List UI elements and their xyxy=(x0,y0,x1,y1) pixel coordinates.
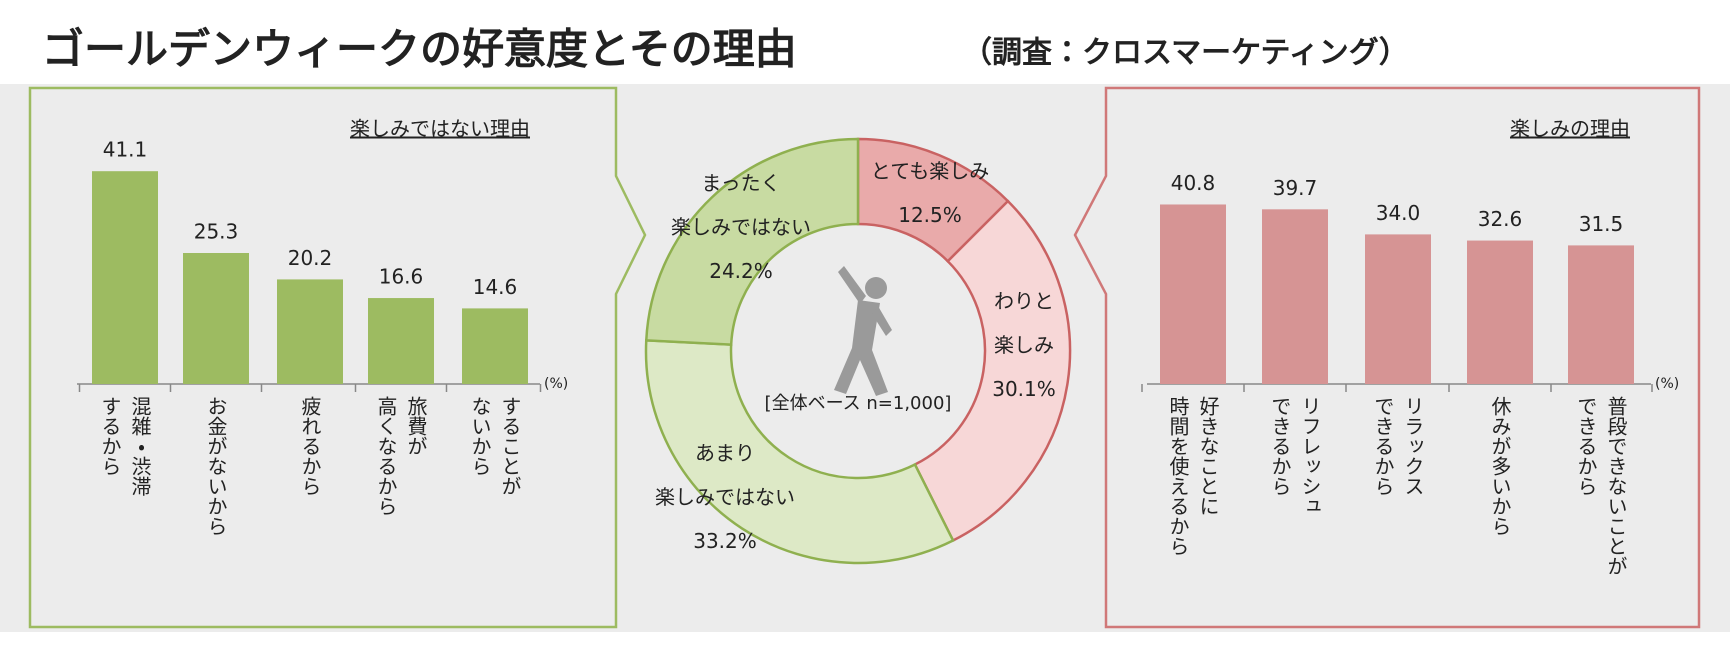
value-label: 39.7 xyxy=(1273,176,1318,200)
value-label: 41.1 xyxy=(103,138,148,162)
value-label: 40.8 xyxy=(1171,171,1216,195)
value-label: 14.6 xyxy=(473,275,518,299)
slice-label: まったく 楽しみではない xyxy=(671,171,811,239)
donut-note: [全体ベース n=1,000] xyxy=(765,393,952,414)
donut-slice xyxy=(644,339,955,565)
donut-slice xyxy=(644,137,860,346)
value-label: 25.3 xyxy=(194,220,239,244)
bar xyxy=(1568,245,1634,384)
category-label: することが ないから xyxy=(468,396,522,496)
value-label: 32.6 xyxy=(1478,207,1523,231)
value-label: 34.0 xyxy=(1376,201,1421,225)
subplot-title: 楽しみではない理由 xyxy=(350,117,530,141)
subplot-title: 楽しみの理由 xyxy=(1510,117,1630,141)
bar xyxy=(183,253,249,384)
bar xyxy=(462,308,528,384)
slice-label: わりと 楽しみ xyxy=(994,289,1054,357)
bar xyxy=(92,171,158,384)
category-label: 旅費が 高くなるから xyxy=(374,396,428,516)
category-label: 疲れるから xyxy=(298,396,322,496)
page-title: ゴールデンウィークの好意度とその理由 xyxy=(42,25,797,74)
donut-slice xyxy=(913,199,1072,543)
person-icon xyxy=(834,266,892,396)
slice-value: 12.5% xyxy=(898,203,962,227)
value-label: 20.2 xyxy=(288,246,333,270)
bar xyxy=(1262,209,1328,384)
slice-label: あまり 楽しみではない xyxy=(655,441,795,509)
category-label: 好きなことに 時間を使えるから xyxy=(1166,396,1220,556)
bar xyxy=(1365,234,1431,384)
category-label: 普段できないことが できるから xyxy=(1574,396,1628,576)
category-label: お金がないから xyxy=(204,396,228,536)
bar xyxy=(277,279,343,384)
category-label: リラックス できるから xyxy=(1371,396,1425,496)
category-label: リフレッシュ できるから xyxy=(1268,396,1322,516)
unit-label: (%) xyxy=(1655,376,1679,392)
slice-value: 30.1% xyxy=(992,377,1056,401)
unit-label: (%) xyxy=(544,376,568,392)
bar xyxy=(1160,204,1226,384)
value-label: 16.6 xyxy=(379,265,424,289)
slice-value: 24.2% xyxy=(709,259,773,283)
bar xyxy=(1467,240,1533,384)
value-label: 31.5 xyxy=(1579,212,1624,236)
category-label: 休みが多いから xyxy=(1488,396,1512,536)
slice-value: 33.2% xyxy=(693,529,757,553)
bar xyxy=(368,298,434,384)
page-subtitle: （調査：クロスマーケティング） xyxy=(962,36,1409,71)
slice-label: とても楽しみ xyxy=(870,159,990,183)
category-label: 混雑・渋滞 するから xyxy=(98,396,152,496)
